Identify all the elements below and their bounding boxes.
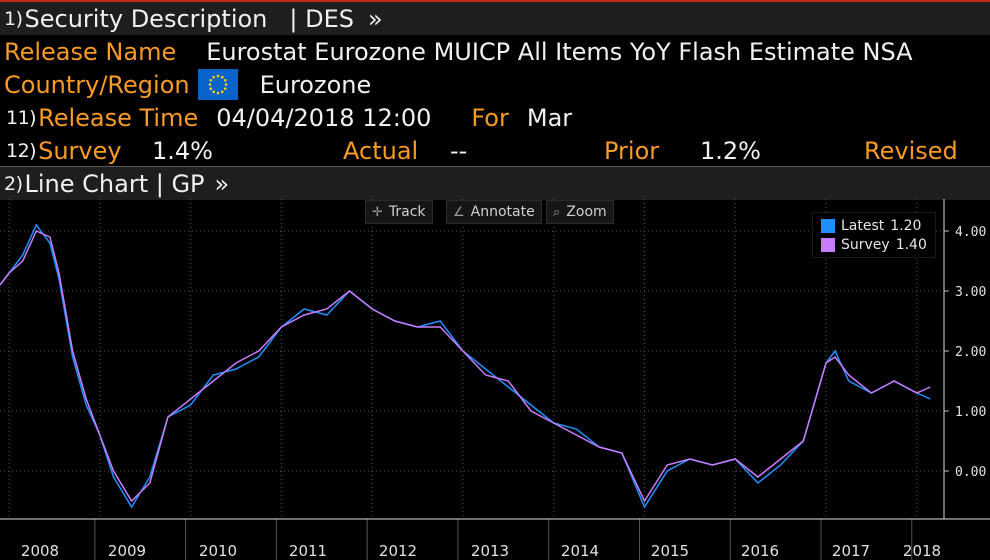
- actual-value: --: [450, 136, 468, 165]
- release-time-number: 11): [6, 106, 37, 129]
- x-tick-label: 2017: [832, 542, 870, 560]
- release-time-row[interactable]: 11) Release Time 04/04/2018 12:00 For Ma…: [0, 101, 990, 134]
- y-tick-label: 1.00: [955, 405, 986, 420]
- survey-row[interactable]: 12) Survey 1.4% Actual -- Prior 1.2% Rev…: [0, 134, 990, 167]
- chart-series: [0, 223, 931, 509]
- security-description-header[interactable]: 1) Security Description | DES »: [0, 2, 990, 35]
- revised-label: Revised: [864, 136, 958, 165]
- actual-label: Actual: [343, 136, 419, 165]
- x-tick-label: 2015: [651, 542, 689, 560]
- survey-label[interactable]: Survey: [38, 136, 122, 165]
- x-tick-label: 2011: [289, 542, 327, 560]
- series-line-survey: [0, 230, 931, 503]
- annotate-label: Annotate: [470, 204, 535, 220]
- track-label: Track: [388, 204, 426, 220]
- header-arrow[interactable]: »: [367, 4, 383, 33]
- legend-latest[interactable]: Latest 1.20: [813, 216, 935, 235]
- legend-latest-value: 1.20: [890, 217, 922, 234]
- chart-header-title: Line Chart | GP: [24, 169, 205, 198]
- x-tick-label: 2012: [379, 542, 417, 560]
- x-tick-label: 2010: [199, 542, 237, 560]
- y-tick-label: 2.00: [955, 345, 986, 360]
- y-tick-label: 0.00: [955, 465, 986, 480]
- x-tick-label: 2018: [903, 542, 941, 560]
- prior-label: Prior: [604, 136, 660, 165]
- country-value: Eurozone: [259, 70, 372, 99]
- header-number: 1): [4, 7, 23, 30]
- x-tick-label: 2014: [561, 542, 599, 560]
- chart-header-number: 2): [4, 172, 23, 195]
- for-label: For: [471, 103, 509, 132]
- header-title: Security Description: [24, 4, 268, 33]
- y-tick-label: 3.00: [955, 285, 986, 300]
- zoom-button[interactable]: ⌕ Zoom: [546, 200, 614, 224]
- legend-survey[interactable]: Survey 1.40: [813, 235, 935, 254]
- legend-survey-swatch: [821, 237, 835, 252]
- x-tick-label: 2008: [21, 542, 59, 560]
- chart-header-arrow[interactable]: »: [214, 169, 230, 198]
- eu-flag-icon: [197, 69, 238, 100]
- y-axis: 0.00 1.00 2.00 3.00 4.00: [943, 199, 986, 519]
- legend-survey-value: 1.40: [895, 236, 927, 253]
- release-time-value: 04/04/2018 12:00: [216, 103, 432, 132]
- release-name-row: Release Name Eurostat Eurozone MUICP All…: [0, 35, 990, 68]
- survey-value: 1.4%: [152, 136, 213, 165]
- release-time-label[interactable]: Release Time: [38, 103, 199, 132]
- release-name-label: Release Name: [4, 37, 177, 66]
- legend-latest-swatch: [821, 218, 835, 233]
- survey-number: 12): [6, 139, 37, 162]
- header-code: | DES: [289, 4, 354, 33]
- magnifier-icon: ⌕: [553, 204, 561, 220]
- line-chart[interactable]: 0.00 1.00 2.00 3.00 4.00 2008 2009 2010 2011 201…: [0, 199, 990, 560]
- x-tick-label: 2009: [108, 542, 146, 560]
- zoom-label: Zoom: [566, 204, 607, 220]
- legend-survey-label: Survey: [841, 236, 890, 253]
- release-name-value: Eurostat Eurozone MUICP All Items YoY Fl…: [206, 37, 913, 66]
- legend-latest-label: Latest: [841, 217, 885, 234]
- for-value: Mar: [526, 103, 573, 132]
- chart-grid: [0, 199, 944, 519]
- y-tick-label: 4.00: [955, 225, 986, 240]
- pencil-icon: ∠: [453, 204, 465, 220]
- chart-legend[interactable]: Latest 1.20 Survey 1.40: [812, 212, 936, 258]
- country-label: Country/Region: [4, 70, 190, 99]
- track-button[interactable]: ✛ Track: [365, 200, 433, 224]
- x-tick-label: 2016: [741, 542, 779, 560]
- line-chart-header[interactable]: 2) Line Chart | GP »: [0, 167, 990, 200]
- country-row: Country/Region Eurozone: [0, 68, 990, 101]
- crosshair-icon: ✛: [372, 204, 383, 220]
- annotate-button[interactable]: ∠ Annotate: [446, 200, 542, 224]
- series-line-latest: [0, 223, 931, 509]
- x-axis: 2008 2009 2010 2011 2012 2013 2014 2015 2016 2017…: [0, 518, 990, 560]
- top-accent-bar: [0, 0, 990, 2]
- prior-value: 1.2%: [700, 136, 761, 165]
- divider: [0, 166, 990, 167]
- x-tick-label: 2013: [471, 542, 509, 560]
